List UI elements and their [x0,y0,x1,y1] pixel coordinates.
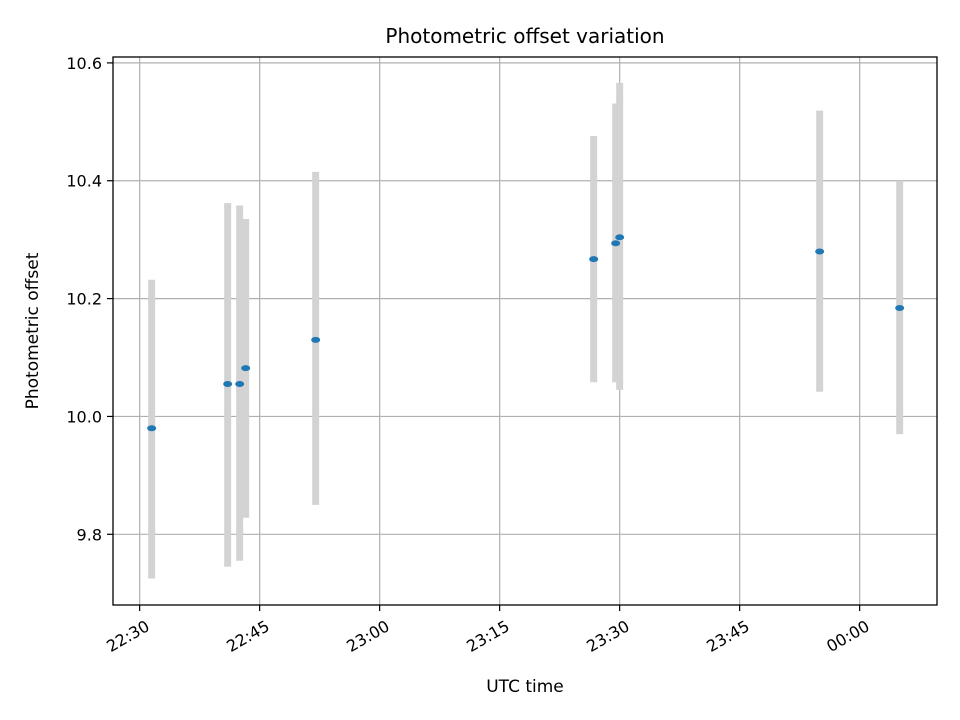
y-tick-label: 10.6 [66,54,102,73]
data-point [611,240,621,247]
y-tick-label: 10.2 [66,290,102,309]
data-point [147,425,157,432]
x-axis-title: UTC time [486,677,564,697]
y-tick-label: 10.4 [66,172,102,191]
chart-title: Photometric offset variation [385,24,664,48]
data-point [815,248,825,255]
y-tick-label: 10.0 [66,407,102,426]
plot-frame [112,56,938,606]
data-point [895,305,905,312]
data-point [589,256,599,263]
data-point [241,365,251,372]
data-point [615,234,625,241]
data-point [223,381,233,388]
data-point [311,336,321,343]
y-axis-title: Photometric offset [23,252,43,409]
point-layer [147,234,905,432]
y-tick-label: 9.8 [77,525,102,544]
data-point [235,381,245,388]
